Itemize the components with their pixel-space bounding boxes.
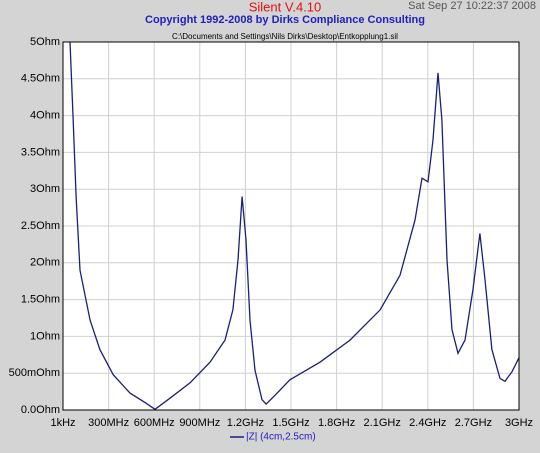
- plot-border: [62, 41, 520, 411]
- x-tick-label: 2.7GHz: [455, 417, 492, 429]
- y-tick-label: 4.5Ohm: [21, 73, 60, 85]
- x-tick-label: 3GHz: [505, 417, 533, 429]
- y-tick-label: 5Ohm: [30, 36, 60, 48]
- x-tick-label: 1.5GHz: [272, 417, 309, 429]
- chart-title: Silent V.4.10: [249, 0, 322, 14]
- x-tick-label: 1.2GHz: [227, 417, 264, 429]
- y-tick-label: 3.5Ohm: [21, 146, 60, 158]
- curves: [69, 41, 520, 411]
- timestamp: Sat Sep 27 10:22:37 2008: [408, 0, 536, 12]
- legend-label: |Z| (4cm,2.5cm): [246, 432, 316, 443]
- x-tick-label: 2.4GHz: [409, 417, 446, 429]
- impedance-curve: [69, 41, 520, 411]
- y-tick-label: 2Ohm: [30, 257, 60, 269]
- x-tick-label: 1.8GHz: [318, 417, 355, 429]
- y-tick-label: 4Ohm: [30, 110, 60, 122]
- y-tick-label: 3Ohm: [30, 183, 60, 195]
- y-tick-label: 0.0Ohm: [21, 404, 60, 416]
- x-tick-label: 2.1GHz: [364, 417, 401, 429]
- y-tick-label: 500mOhm: [9, 367, 60, 379]
- y-tick-label: 1.5Ohm: [21, 294, 60, 306]
- y-tick-label: 1Ohm: [30, 330, 60, 342]
- chart-subtitle: Copyright 1992-2008 by Dirks Compliance …: [145, 14, 425, 26]
- x-tick-label: 600MHz: [134, 417, 175, 429]
- x-tick-label: 300MHz: [88, 417, 129, 429]
- x-tick-label: 900MHz: [179, 417, 220, 429]
- y-tick-label: 2.5Ohm: [21, 220, 60, 232]
- legend: |Z| (4cm,2.5cm): [230, 432, 316, 443]
- ticks: 0.0Ohm 500mOhm 1Ohm 1.5Ohm 2Ohm 2.5Ohm 3Ohm 3.5…: [9, 36, 533, 429]
- x-tick-label: 1kHz: [50, 417, 75, 429]
- file-path: C:\Documents and Settings\Nils Dirks\Des…: [172, 32, 398, 41]
